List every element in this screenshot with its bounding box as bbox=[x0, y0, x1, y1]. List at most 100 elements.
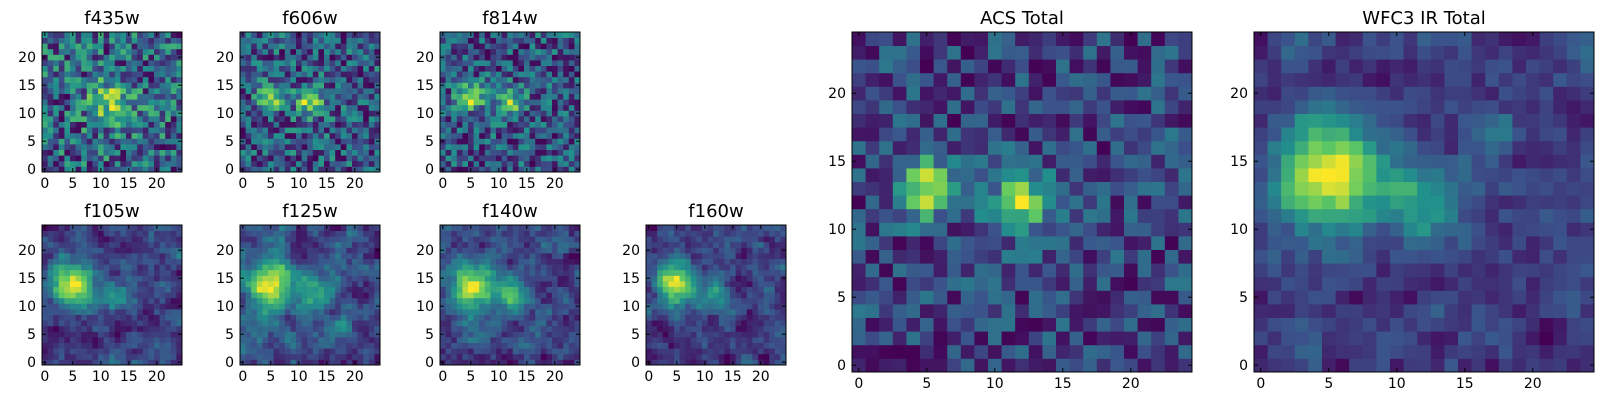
heatmap-cell bbox=[512, 144, 519, 150]
heatmap-cell bbox=[324, 309, 330, 315]
heatmap-cell bbox=[262, 104, 269, 111]
heatmap-cell bbox=[301, 43, 308, 50]
heatmap-cell bbox=[126, 331, 132, 338]
heatmap-cell bbox=[268, 144, 274, 150]
heatmap-cell bbox=[346, 292, 353, 299]
heatmap-cell bbox=[296, 269, 302, 276]
heatmap-cell bbox=[479, 110, 486, 117]
heatmap-cell bbox=[284, 297, 291, 304]
heatmap-cell bbox=[774, 247, 781, 254]
heatmap-cell bbox=[64, 121, 71, 128]
heatmap-cell bbox=[290, 104, 297, 111]
heatmap-cell bbox=[512, 225, 519, 231]
heatmap-cell bbox=[75, 269, 82, 276]
heatmap-cell bbox=[735, 348, 742, 355]
heatmap-cell bbox=[456, 138, 463, 145]
heatmap-cell bbox=[445, 71, 452, 78]
heatmap-cell bbox=[484, 65, 491, 72]
heatmap-cell bbox=[540, 37, 547, 44]
heatmap-cell bbox=[170, 337, 177, 343]
heatmap-cell bbox=[245, 127, 252, 134]
heatmap-cell bbox=[324, 116, 330, 122]
heatmap-cell bbox=[109, 82, 116, 89]
heatmap-cell bbox=[552, 76, 558, 83]
heatmap-cell bbox=[374, 314, 381, 321]
heatmap-cell bbox=[245, 320, 252, 327]
heatmap-cell bbox=[290, 275, 297, 282]
heatmap-cell bbox=[574, 353, 581, 360]
heatmap-cell bbox=[490, 88, 497, 94]
heatmap-cell bbox=[479, 71, 486, 78]
heatmap-cell bbox=[114, 353, 121, 360]
heatmap-cell bbox=[374, 353, 381, 360]
heatmap-cell bbox=[685, 264, 692, 271]
heatmap-cell bbox=[329, 303, 336, 310]
heatmap-cell bbox=[657, 241, 664, 248]
heatmap-cell bbox=[154, 281, 160, 287]
heatmap-cell bbox=[307, 331, 314, 338]
heatmap-cell bbox=[58, 286, 65, 293]
heatmap-cell bbox=[507, 230, 514, 237]
heatmap-cell bbox=[1069, 208, 1084, 223]
heatmap-cell bbox=[47, 286, 54, 293]
heatmap-cell bbox=[47, 225, 54, 231]
heatmap-cells bbox=[440, 225, 581, 366]
heatmap-cell bbox=[335, 281, 342, 287]
heatmap-cell bbox=[251, 48, 258, 55]
heatmap-cell bbox=[679, 325, 686, 332]
heatmap-cell bbox=[484, 225, 491, 231]
heatmap-cell bbox=[679, 348, 686, 355]
heatmap-cell bbox=[540, 309, 547, 315]
heatmap-cell bbox=[92, 138, 99, 145]
heatmap-cell bbox=[518, 166, 525, 173]
heatmap-cell bbox=[240, 264, 246, 271]
heatmap-cell bbox=[53, 104, 60, 111]
heatmap-cell bbox=[507, 342, 514, 349]
heatmap-cell bbox=[685, 303, 692, 310]
heatmap-cell bbox=[142, 60, 149, 66]
heatmap-cell bbox=[324, 88, 330, 94]
heatmap-cell bbox=[574, 286, 581, 293]
heatmap-cell bbox=[568, 348, 575, 355]
heatmap-cell bbox=[529, 353, 536, 360]
heatmap-cell bbox=[142, 225, 149, 231]
heatmap-cell bbox=[1151, 358, 1166, 373]
heatmap-cell bbox=[879, 154, 894, 169]
heatmap-cell bbox=[445, 48, 452, 55]
heatmap-cell bbox=[529, 286, 536, 293]
heatmap-cell bbox=[752, 342, 759, 349]
heatmap-cell bbox=[646, 337, 652, 343]
heatmap-cell bbox=[557, 230, 564, 237]
y-tick-label: 20 bbox=[416, 243, 434, 259]
heatmap-cell bbox=[662, 247, 669, 254]
heatmap-cell bbox=[346, 275, 353, 282]
y-tick-label: 0 bbox=[425, 162, 434, 178]
heatmap-cell bbox=[296, 93, 302, 100]
heatmap-cell bbox=[279, 37, 286, 44]
heatmap-cell bbox=[42, 60, 48, 66]
heatmap-cell bbox=[148, 309, 155, 315]
heatmap-cell bbox=[131, 149, 138, 156]
heatmap-cell bbox=[730, 297, 736, 304]
heatmap-cell bbox=[159, 359, 166, 366]
heatmap-cell bbox=[301, 225, 308, 231]
heatmap-cell bbox=[262, 241, 269, 248]
heatmap-cell bbox=[142, 127, 149, 134]
heatmap-cell bbox=[75, 37, 82, 44]
heatmap-cell bbox=[357, 65, 364, 72]
heatmap-cell bbox=[479, 65, 486, 72]
heatmap-cell bbox=[657, 258, 664, 265]
heatmap-cell bbox=[368, 236, 375, 243]
heatmap-cell bbox=[340, 325, 347, 332]
heatmap-cell bbox=[479, 104, 486, 111]
heatmap-cell bbox=[154, 309, 160, 315]
heatmap-cells bbox=[646, 225, 787, 366]
heatmap-cell bbox=[501, 348, 508, 355]
heatmap-cell bbox=[557, 54, 564, 61]
heatmap-cell bbox=[724, 309, 731, 315]
heatmap-cell bbox=[730, 247, 736, 254]
heatmap-cell bbox=[307, 236, 314, 243]
heatmap-cell bbox=[552, 286, 558, 293]
heatmap-cell bbox=[445, 286, 452, 293]
heatmap-cell bbox=[290, 160, 297, 167]
